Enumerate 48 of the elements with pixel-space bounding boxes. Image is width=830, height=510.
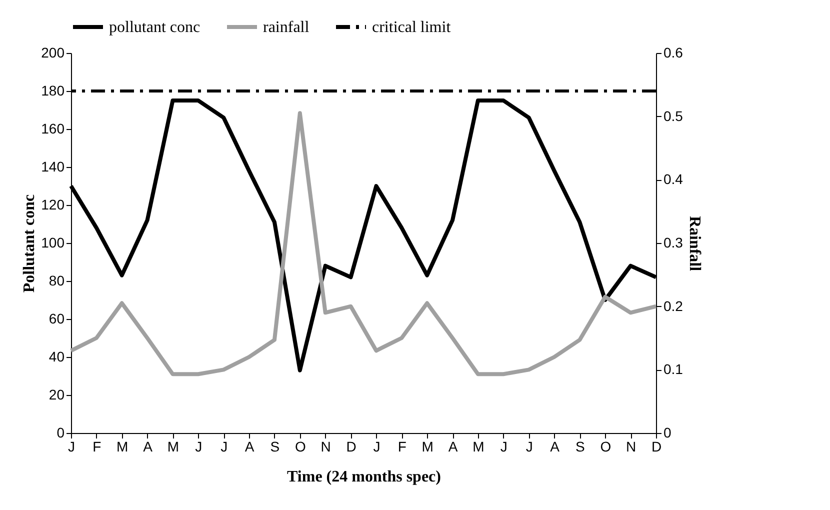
x-tick-label: J xyxy=(195,438,202,454)
x-tick-label: A xyxy=(550,438,560,454)
y-tick-label: 100 xyxy=(41,234,65,250)
x-tick-label: M xyxy=(167,438,180,454)
x-tick-label: M xyxy=(422,438,434,454)
x-tick-label: F xyxy=(398,438,406,454)
y-tick-label: 180 xyxy=(41,82,65,98)
x-tick-label: A xyxy=(448,438,458,454)
x-tick-label: S xyxy=(270,438,280,454)
y2-tick-label: 0 xyxy=(664,424,672,440)
y-tick-label: 40 xyxy=(48,348,65,364)
x-tick-label: J xyxy=(373,438,380,454)
x-tick-label: M xyxy=(472,438,484,454)
x-tick-label: J xyxy=(68,438,75,454)
y2-tick-label: 0.4 xyxy=(664,171,684,188)
x-tick-label: N xyxy=(320,438,331,454)
x-tick-label: A xyxy=(244,438,255,454)
y-tick-label: 200 xyxy=(41,44,65,60)
x-tick-label: O xyxy=(294,438,306,454)
y2-tick-label: 0.6 xyxy=(664,44,684,60)
x-tick-label: S xyxy=(576,438,585,454)
y2-axis-title: Rainfall xyxy=(686,216,703,272)
x-tick-label: A xyxy=(143,438,154,454)
y2-tick-label: 0.2 xyxy=(664,298,684,314)
legend-label: rainfall xyxy=(263,19,310,36)
y-tick-label: 160 xyxy=(41,120,65,136)
x-tick-label: J xyxy=(500,438,508,454)
legend-label: pollutant conc xyxy=(109,19,200,36)
x-axis-title: Time (24 months spec) xyxy=(287,468,441,486)
x-tick-label: F xyxy=(92,438,102,454)
y-tick-label: 140 xyxy=(41,158,65,174)
legend-label: critical limit xyxy=(372,19,452,36)
y-tick-label: 0 xyxy=(56,424,65,440)
y-tick-label: 60 xyxy=(48,310,65,326)
y2-tick-label: 0.3 xyxy=(664,234,684,250)
x-tick-label: D xyxy=(651,438,662,454)
x-tick-label: J xyxy=(526,438,533,454)
x-tick-label: O xyxy=(600,438,612,454)
y-tick-label: 80 xyxy=(48,272,65,288)
x-tick-label: M xyxy=(116,438,128,454)
x-tick-label: J xyxy=(220,438,228,454)
x-tick-label: D xyxy=(346,438,356,454)
x-tick-label: N xyxy=(626,438,636,454)
y-tick-label: 20 xyxy=(48,386,65,402)
y-tick-label: 120 xyxy=(41,196,65,212)
y-axis-title: Pollutant conc xyxy=(21,194,38,293)
y2-tick-label: 0.1 xyxy=(664,361,684,378)
y2-tick-label: 0.5 xyxy=(664,108,684,124)
